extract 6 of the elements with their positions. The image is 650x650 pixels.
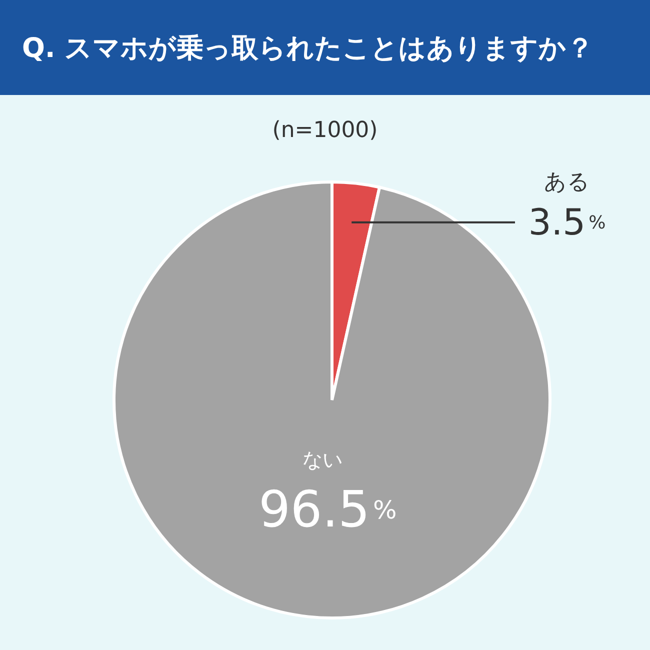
- chart-subtitle: (n=1000): [272, 118, 378, 143]
- slice-label: ある: [544, 170, 590, 195]
- chart-title: Q. スマホが乗っ取られたことはありますか？: [22, 32, 594, 66]
- data-label: 96.5%: [258, 480, 397, 539]
- slice-label: ない: [302, 448, 343, 472]
- data-label: 3.5%: [528, 202, 606, 243]
